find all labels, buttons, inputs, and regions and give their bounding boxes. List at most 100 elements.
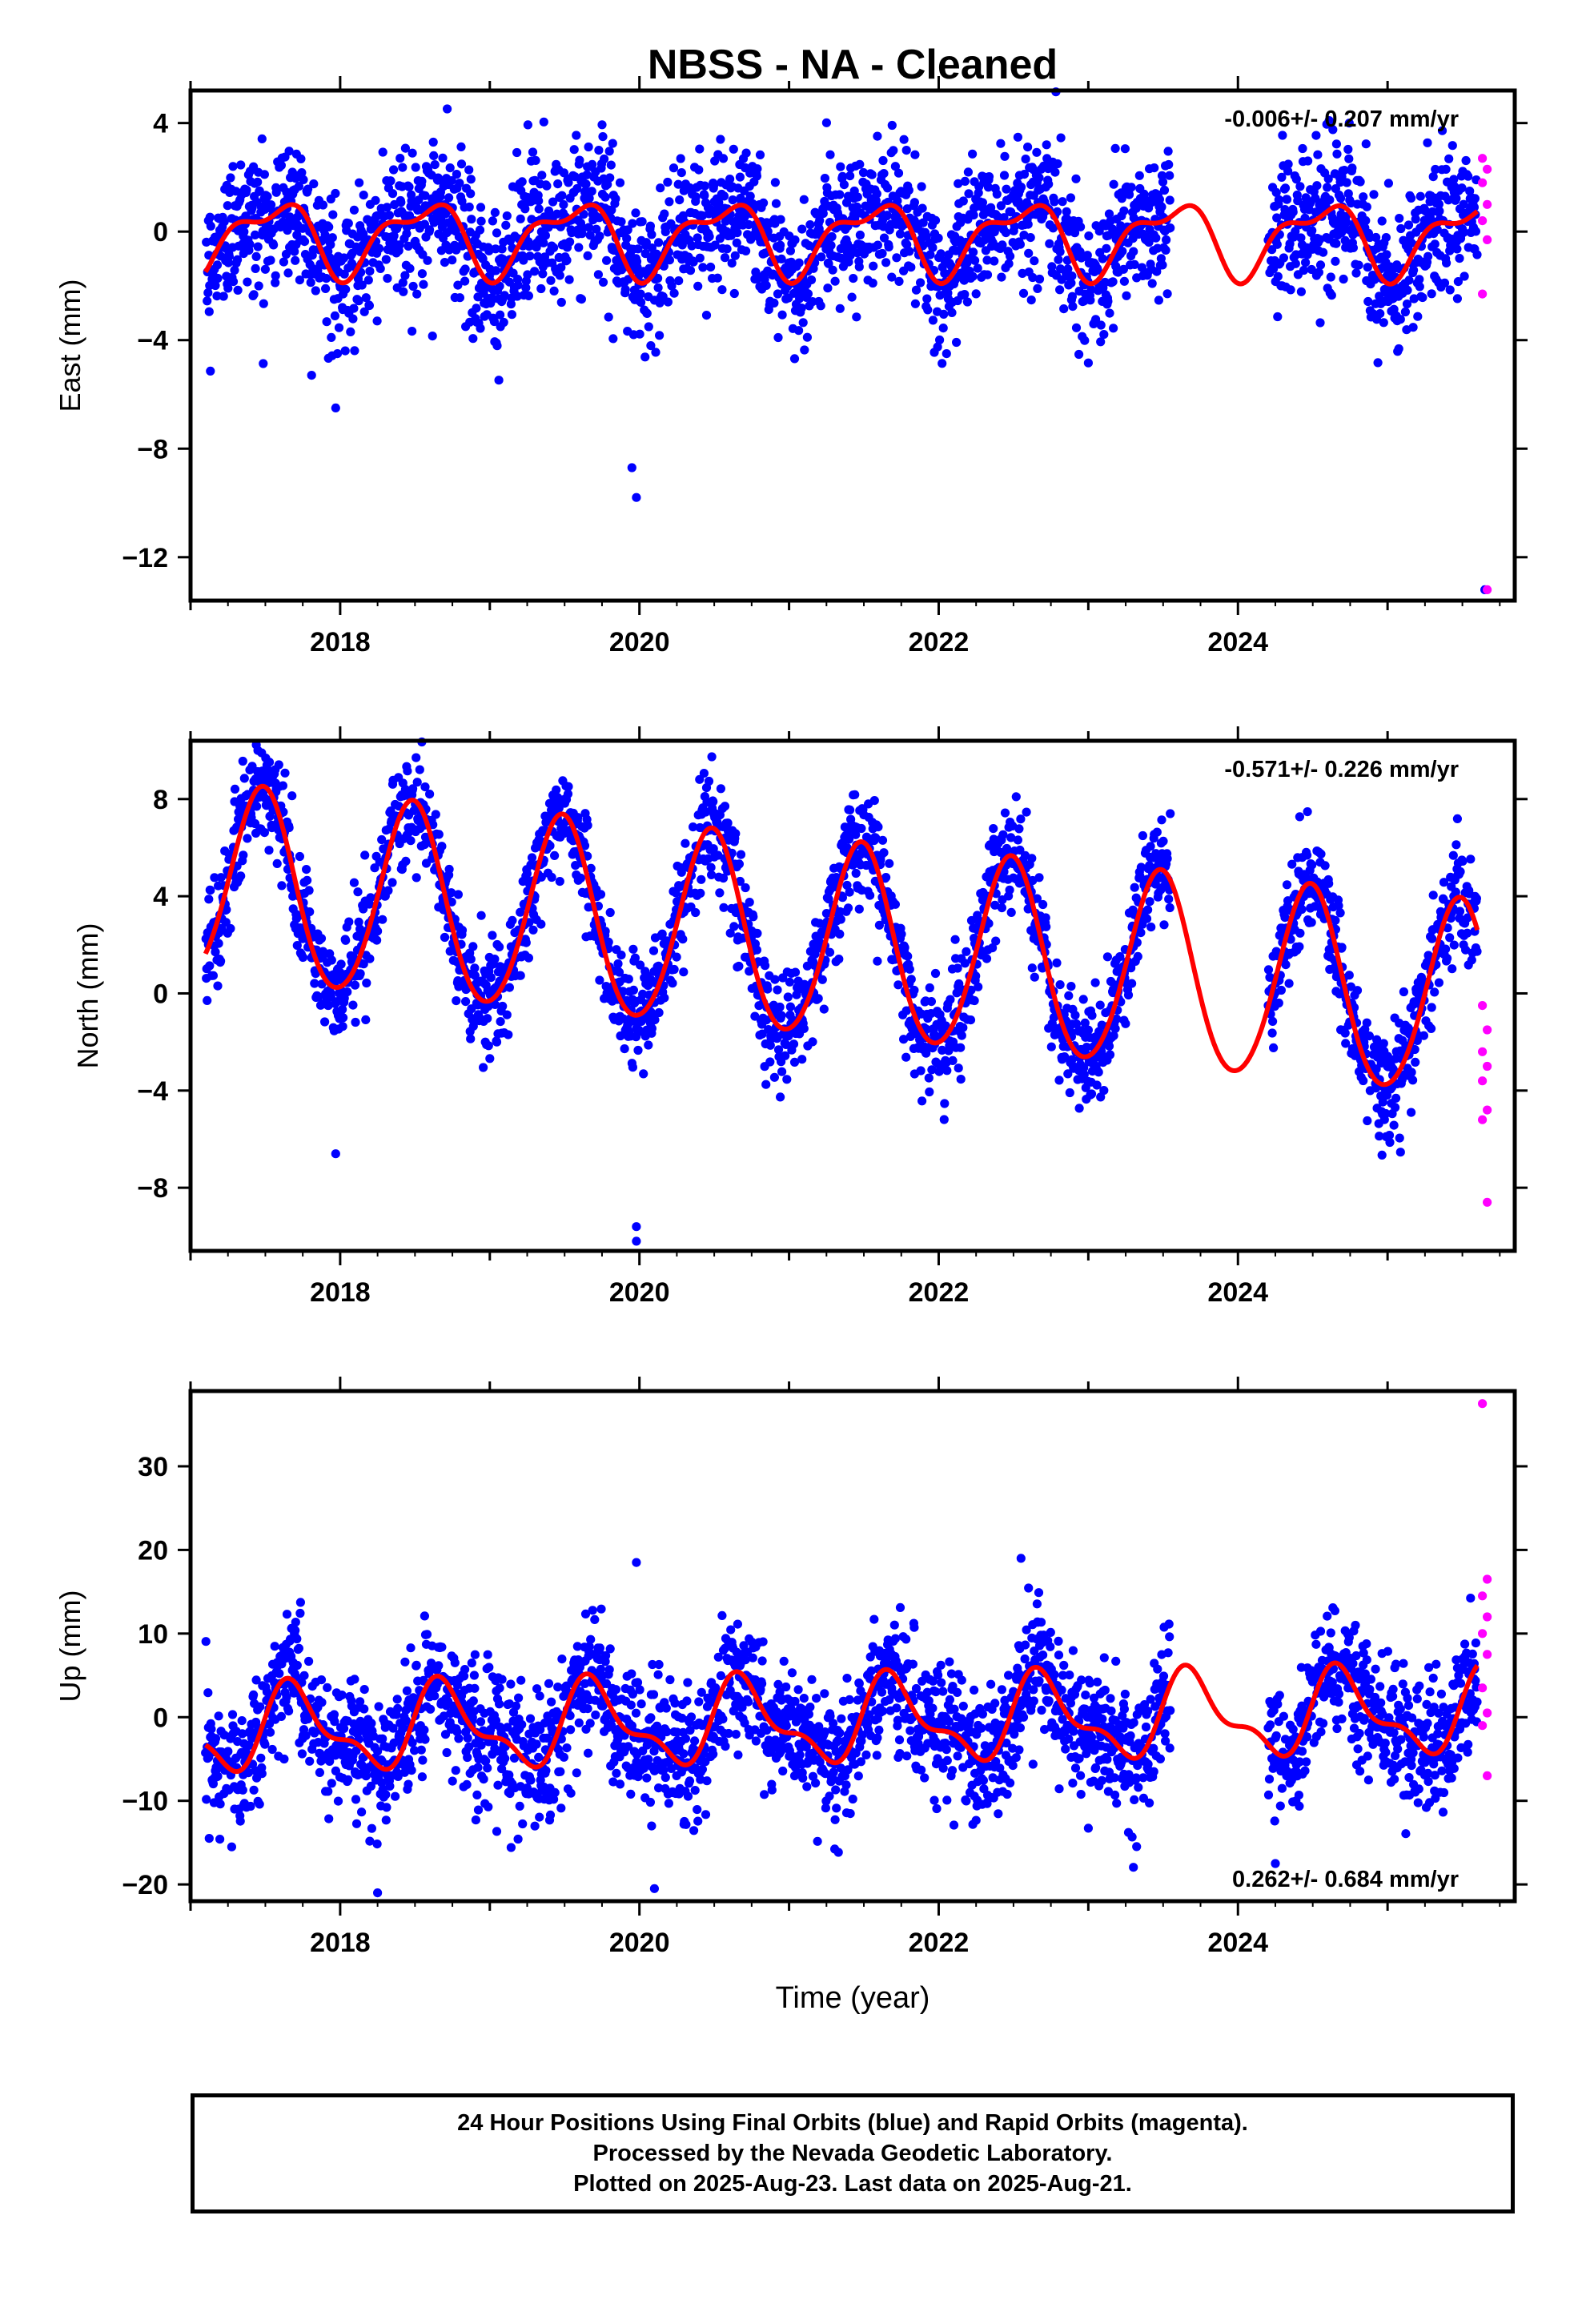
final-orbit-point [731, 829, 741, 838]
final-orbit-point [1274, 195, 1283, 204]
final-orbit-point [1331, 256, 1340, 266]
final-orbit-point [351, 1017, 360, 1027]
final-orbit-point [973, 263, 982, 273]
final-orbit-point [1403, 220, 1414, 230]
final-orbit-point [1286, 285, 1295, 295]
final-orbit-point [1152, 827, 1162, 837]
final-orbit-point [582, 170, 592, 179]
final-orbit-point [266, 255, 275, 265]
final-orbit-point [372, 935, 382, 945]
final-orbit-point [243, 834, 252, 843]
final-orbit-point [1415, 191, 1425, 201]
final-orbit-outlier-point [632, 493, 641, 502]
final-orbit-point [939, 309, 949, 319]
final-orbit-point [297, 168, 307, 178]
final-orbit-point [223, 201, 232, 211]
final-orbit-point [576, 295, 587, 304]
final-orbit-point [1423, 251, 1433, 261]
final-orbit-point [1273, 312, 1283, 322]
final-orbit-point [665, 255, 675, 265]
final-orbit-point [594, 213, 604, 223]
final-orbit-point [203, 296, 212, 306]
final-orbit-point [1105, 1050, 1115, 1059]
final-orbit-point [497, 244, 507, 254]
y-tick-label: 4 [153, 109, 168, 139]
final-orbit-point [1054, 1076, 1064, 1085]
final-orbit-point [849, 274, 858, 283]
final-orbit-point [557, 191, 567, 200]
final-orbit-point [1278, 131, 1287, 140]
final-orbit-point [524, 291, 534, 300]
final-orbit-point [339, 253, 349, 263]
final-orbit-point [1359, 192, 1368, 202]
final-orbit-point [1283, 159, 1293, 169]
final-orbit-point [675, 195, 685, 205]
final-orbit-point [423, 255, 432, 265]
final-orbit-point [464, 202, 474, 212]
final-orbit-point [260, 264, 270, 274]
final-orbit-point [960, 176, 970, 186]
final-orbit-point [466, 189, 476, 199]
final-orbit-point [679, 967, 689, 977]
final-orbit-point [597, 120, 607, 130]
final-orbit-point [699, 769, 709, 778]
final-orbit-point [777, 310, 787, 320]
final-orbit-point [1090, 978, 1100, 987]
final-orbit-point [1272, 239, 1282, 249]
final-orbit-point [1136, 928, 1146, 938]
final-orbit-point [1006, 907, 1016, 917]
final-orbit-point [855, 159, 865, 169]
final-orbit-point [1109, 324, 1118, 333]
final-orbit-point [364, 301, 374, 311]
final-orbit-point [476, 216, 486, 226]
final-orbit-point [338, 1022, 347, 1031]
final-orbit-point [278, 781, 287, 790]
final-orbit-point [1276, 985, 1286, 995]
final-orbit-point [845, 805, 855, 815]
final-orbit-point [1379, 1039, 1388, 1048]
final-orbit-point [349, 205, 359, 215]
final-orbit-point [770, 178, 781, 187]
final-orbit-point [1059, 304, 1069, 314]
final-orbit-point [655, 331, 665, 340]
final-orbit-point [327, 332, 336, 342]
final-orbit-point [1375, 309, 1385, 319]
final-orbit-point [1084, 231, 1094, 241]
final-orbit-point [253, 242, 263, 251]
final-orbit-point [1315, 318, 1325, 328]
final-orbit-point [948, 1055, 958, 1065]
final-orbit-point [701, 311, 712, 320]
final-orbit-point [905, 964, 914, 974]
final-orbit-point [903, 951, 913, 961]
final-orbit-point [243, 277, 252, 287]
final-orbit-point [1023, 143, 1033, 152]
final-orbit-point [969, 247, 978, 257]
final-orbit-point [704, 776, 714, 786]
final-orbit-point [1064, 991, 1074, 1000]
final-orbit-point [825, 947, 835, 957]
final-orbit-point [899, 135, 909, 144]
final-orbit-point [706, 262, 716, 272]
final-orbit-point [924, 1073, 934, 1083]
final-orbit-point [226, 923, 235, 934]
final-orbit-point [660, 209, 669, 219]
final-orbit-point [531, 155, 540, 165]
final-orbit-point [219, 217, 229, 227]
final-orbit-point [517, 177, 527, 187]
final-orbit-point [583, 821, 592, 830]
final-orbit-point [1363, 1116, 1372, 1126]
final-orbit-point [970, 255, 980, 265]
final-orbit-point [592, 224, 601, 234]
final-orbit-point [997, 903, 1006, 913]
final-orbit-point [1109, 179, 1118, 189]
final-orbit-point [950, 935, 960, 944]
final-orbit-point [1400, 307, 1410, 317]
final-orbit-point [365, 954, 375, 963]
final-orbit-point [330, 311, 339, 320]
final-orbit-point [349, 304, 359, 313]
final-orbit-point [1086, 296, 1095, 305]
final-orbit-point [608, 334, 618, 344]
final-orbit-point [271, 187, 281, 197]
final-orbit-point [245, 239, 255, 249]
final-orbit-point [691, 907, 701, 918]
